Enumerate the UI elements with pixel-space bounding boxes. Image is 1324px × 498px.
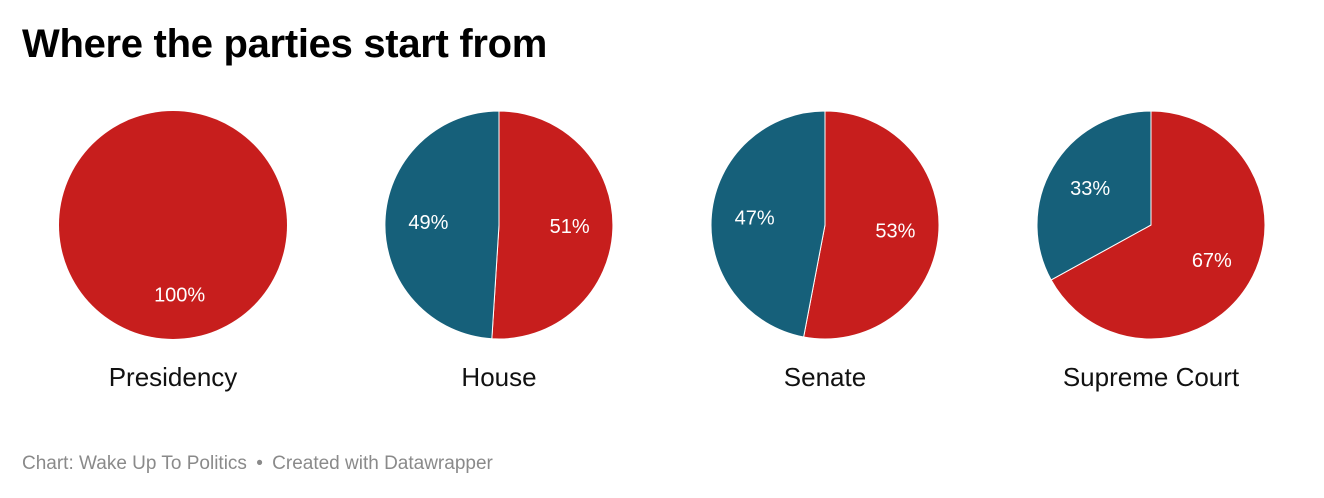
pie-charts-row: 100% Presidency 51% 49% House 53% 47% Sena…: [0, 100, 1324, 400]
pie-chart-house: 51% 49% House: [349, 100, 649, 400]
slice-label-senate-republican: 53%: [875, 221, 915, 243]
pie-slice-supreme-court-republican: [1050, 110, 1266, 340]
slice-label-supreme-court-republican: 67%: [1192, 250, 1232, 272]
pie-slice-house-democrat: [384, 110, 500, 340]
pie-presidency-svg: 100%: [59, 111, 287, 339]
pie-slice-senate-democrat: [710, 110, 826, 338]
pie-caption-supreme-court: Supreme Court: [1062, 362, 1240, 392]
pie-slice-senate-republican: [803, 110, 940, 340]
pie-caption-presidency: Presidency: [108, 362, 238, 392]
footer-separator: •: [256, 453, 263, 474]
footer-credit: Created with Datawrapper: [272, 453, 493, 474]
chart-footer: Chart: Wake Up To Politics • Created wit…: [22, 453, 493, 475]
pie-chart-senate: 53% 47% Senate: [675, 100, 975, 400]
slice-label-senate-democrat: 47%: [735, 207, 775, 229]
footer-source: Chart: Wake Up To Politics: [22, 453, 247, 474]
pie-slice-supreme-court-democrat: [1036, 110, 1152, 281]
pie-caption-house: House: [461, 362, 537, 392]
slice-label-house-republican: 51%: [550, 216, 590, 238]
chart-title: Where the parties start from: [22, 22, 548, 66]
pie-caption-senate: Senate: [783, 362, 867, 392]
pie-slice-presidency-republican: [59, 111, 287, 339]
slice-label-presidency-republican: 100%: [154, 284, 205, 306]
pie-senate-svg: 53% 47%: [710, 110, 940, 340]
pie-chart-presidency: 100% Presidency: [23, 100, 323, 400]
pie-supreme-court-svg: 67% 33%: [1036, 110, 1266, 340]
pie-house-svg: 51% 49%: [384, 110, 614, 340]
pie-chart-supreme-court: 67% 33% Supreme Court: [1001, 100, 1301, 400]
slice-label-supreme-court-democrat: 33%: [1070, 178, 1110, 200]
slice-label-house-democrat: 49%: [408, 212, 448, 234]
pie-slice-house-republican: [491, 110, 614, 340]
